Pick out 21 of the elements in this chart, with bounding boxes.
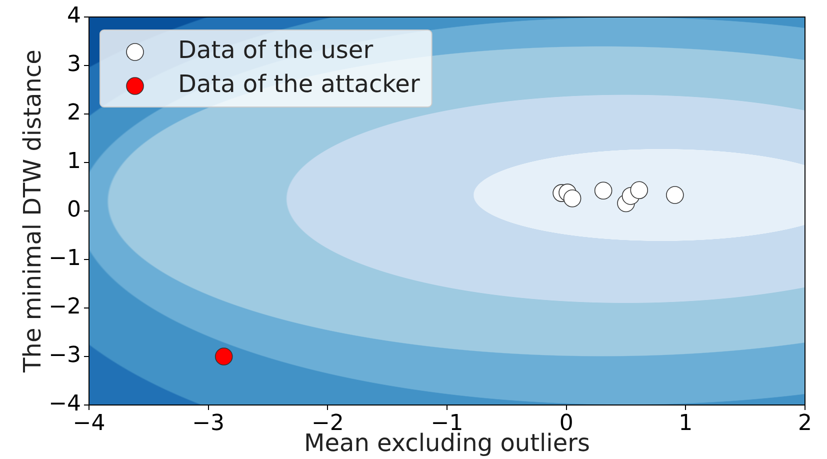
x-tick-label: 2 [798,410,812,436]
y-tick-label: −3 [48,343,81,368]
y-tick-label: −1 [48,246,81,272]
y-tick-label: 1 [67,149,81,174]
x-tick-label: 0 [559,410,574,436]
point [666,186,684,204]
point [214,348,233,366]
y-tick-label: −4 [48,392,81,417]
point [594,182,612,200]
y-tick-label: 2 [67,100,81,126]
y-tick-label: 3 [67,52,81,78]
x-tick-label: −3 [192,410,225,436]
y-tick-label: −2 [48,294,81,320]
y-tick-label: 0 [67,198,81,223]
point [630,181,648,200]
point [563,189,582,208]
legend-label: Data of the user [178,36,374,64]
y-tick-label: 4 [67,4,81,29]
y-axis-title: The minimal DTW distance [18,50,47,374]
legend-label: Data of the attacker [178,70,420,98]
x-tick-label: 1 [678,410,693,436]
